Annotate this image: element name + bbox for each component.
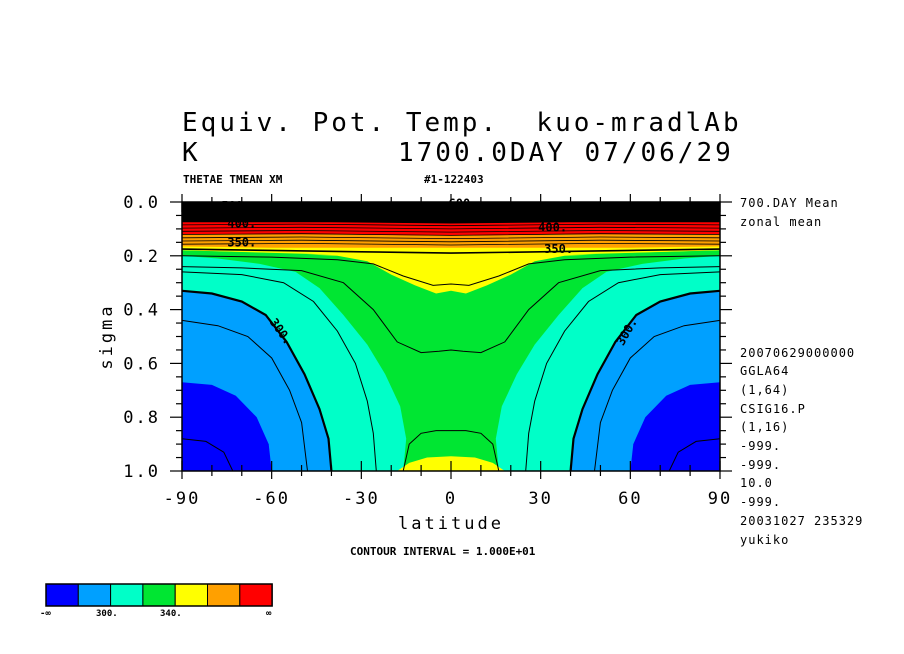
side-info-undef3: -999. — [740, 495, 782, 509]
contour-line — [182, 242, 720, 246]
contour-interval-label: CONTOUR INTERVAL = 1.000E+01 — [350, 545, 536, 558]
x-tick-label: 60 — [618, 489, 642, 509]
x-tick-label: 90 — [708, 489, 732, 509]
legend-swatch-5 — [207, 583, 241, 607]
y-tick-label: 0.6 — [123, 354, 160, 374]
title-line1: Equiv. Pot. Temp. kuo-mradlAb — [182, 108, 742, 138]
side-info-grid: GGLA64 — [740, 364, 790, 378]
legend-swatch-2 — [110, 583, 144, 607]
y-axis-label: sigma — [97, 303, 117, 369]
side-info-interval: 10.0 — [740, 476, 773, 490]
title-line2-right: 1700.0DAY 07/06/29 — [398, 138, 734, 168]
x-tick-label: -90 — [164, 489, 201, 509]
region-black — [182, 202, 720, 224]
contour-line — [182, 266, 720, 354]
region-blue-right — [630, 382, 720, 471]
legend-swatch-4 — [174, 583, 208, 607]
contour-line — [668, 438, 720, 471]
contour-label-6: 500. — [221, 199, 250, 213]
side-info-sigma: CSIG16.P — [740, 402, 806, 416]
side-info-undef1: -999. — [740, 439, 782, 453]
contour-line — [182, 230, 720, 233]
contour-line — [182, 438, 234, 471]
contour-350 — [182, 248, 720, 254]
contour-label-8: 600. — [449, 196, 478, 210]
contour-line — [182, 255, 720, 286]
contour-300-left — [182, 289, 333, 471]
side-info-sigma-range: (1,16) — [740, 420, 790, 434]
legend-swatch-6 — [239, 583, 273, 607]
legend-swatch-1 — [77, 583, 112, 607]
contour-line-layer — [182, 223, 720, 471]
contour-label-2: 350. — [227, 235, 256, 249]
y-tick-label: 0.2 — [123, 247, 160, 267]
legend-swatch-3 — [142, 583, 176, 607]
x-tick-label: -30 — [343, 489, 380, 509]
legend-swatch-0 — [45, 583, 79, 607]
x-tick-label: 0 — [445, 489, 457, 509]
contour-line — [594, 319, 720, 471]
contour-label-3: 350. — [544, 242, 573, 256]
contour-line — [182, 271, 377, 471]
y-tick-label: 0.8 — [123, 408, 160, 428]
x-axis-label: latitude — [398, 514, 504, 534]
x-tick-label: 30 — [528, 489, 552, 509]
contour-line — [182, 319, 308, 471]
side-info-mean: 700.DAY Mean — [740, 196, 839, 210]
legend-label-300: 300. — [96, 609, 118, 619]
contour-300-right — [569, 289, 720, 471]
contour-line — [182, 236, 720, 240]
legend-label-min: -∞ — [40, 609, 51, 619]
side-info-date: 20070629000000 — [740, 346, 856, 360]
contour-line — [182, 223, 720, 227]
side-info-zonal: zonal mean — [740, 215, 823, 229]
side-info-user: yukiko — [740, 533, 790, 547]
x-tick-label: -60 — [253, 489, 290, 509]
legend-label-max: ∞ — [266, 609, 272, 619]
side-info-grid-range: (1,64) — [740, 383, 790, 397]
variable-label: THETAE TMEAN XM — [183, 173, 283, 186]
y-tick-label: 0.0 — [123, 193, 160, 213]
region-blue-left — [182, 382, 272, 471]
contour-label-7: 500. — [538, 207, 567, 221]
title-line2-left: K — [182, 138, 201, 168]
contour-line — [525, 271, 720, 471]
side-info-undef2: -999. — [740, 458, 782, 472]
y-tick-label: 0.4 — [123, 301, 160, 321]
side-info-created: 20031027 235329 — [740, 514, 864, 528]
y-tick-label: 1.0 — [123, 462, 160, 482]
contour-line — [402, 430, 500, 471]
run-id: #1-122403 — [424, 173, 484, 186]
contour-line — [182, 226, 720, 230]
contour-line — [182, 239, 720, 243]
contour-line — [182, 233, 720, 236]
legend-frame — [45, 583, 273, 607]
contour-label-5: 400. — [538, 221, 567, 235]
contour-label-4: 400. — [227, 217, 256, 231]
legend-label-340: 340. — [160, 609, 182, 619]
